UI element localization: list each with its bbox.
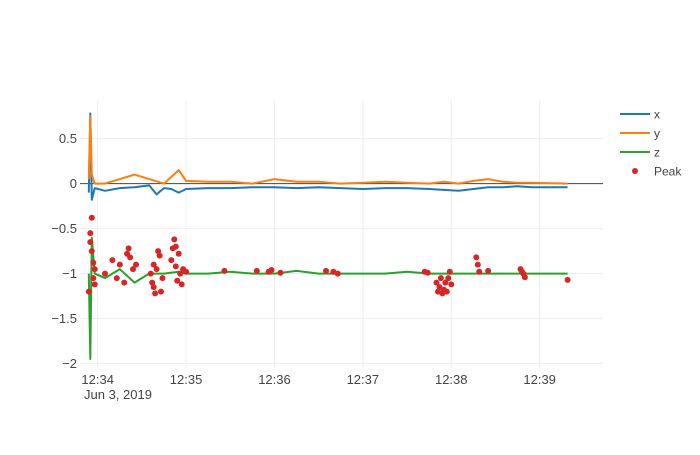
peak-point xyxy=(334,270,341,277)
peak-point xyxy=(474,261,481,268)
x-tick-labels: 12:34 12:35 12:36 12:37 12:38 12:39 xyxy=(81,372,556,387)
peak-layer xyxy=(85,214,571,297)
peak-point xyxy=(485,267,492,274)
peak-point xyxy=(127,254,134,261)
peak-point xyxy=(277,269,284,276)
peak-point xyxy=(268,267,275,273)
peak-point xyxy=(85,288,92,295)
peak-point xyxy=(91,281,98,288)
y-tick-label: 0.5 xyxy=(59,131,77,146)
peak-point xyxy=(253,267,260,274)
legend-label-z: z xyxy=(654,146,660,160)
y-tick-label: −1.5 xyxy=(51,311,77,326)
grid-layer xyxy=(80,100,603,368)
peak-point xyxy=(437,275,444,282)
peak-point xyxy=(150,284,157,291)
peak-point xyxy=(158,288,164,295)
peak-point xyxy=(442,279,449,286)
peak-point xyxy=(147,270,154,277)
peak-point xyxy=(90,259,97,266)
peak-point xyxy=(88,248,95,255)
peak-point xyxy=(445,275,452,282)
peak-point xyxy=(116,261,123,268)
peak-point xyxy=(473,254,480,261)
series-line-y xyxy=(87,115,568,185)
peak-point xyxy=(476,268,483,275)
peak-point xyxy=(323,267,329,274)
peak-point xyxy=(521,274,528,281)
peak-point xyxy=(564,276,571,283)
peak-point xyxy=(183,268,190,275)
legend: xyz Peak xyxy=(620,108,682,179)
peak-point xyxy=(152,290,159,297)
peak-point xyxy=(172,263,179,270)
peak-point xyxy=(130,266,136,273)
peak-point xyxy=(150,261,157,268)
peak-point xyxy=(178,281,185,288)
peak-point xyxy=(443,288,450,295)
legend-label-x: x xyxy=(654,108,660,122)
peak-point xyxy=(109,257,116,264)
peak-point xyxy=(433,279,440,286)
peak-point xyxy=(87,230,94,237)
peak-point xyxy=(88,214,95,221)
peak-point xyxy=(168,257,175,264)
peak-point xyxy=(91,266,98,273)
peak-point xyxy=(102,270,108,277)
peak-point xyxy=(90,275,97,282)
peak-point xyxy=(436,284,443,291)
peak-point xyxy=(87,239,94,246)
peak-point xyxy=(424,269,431,276)
peak-point xyxy=(156,252,163,259)
peak-point xyxy=(113,275,120,282)
y-tick-label: −0.5 xyxy=(51,221,77,236)
legend-label-peak: Peak xyxy=(654,165,682,179)
peak-point xyxy=(175,250,182,257)
y-tick-label: 0 xyxy=(70,176,77,191)
peak-point xyxy=(125,245,132,252)
legend-label-y: y xyxy=(654,127,660,141)
x-tick-label: 12:37 xyxy=(347,372,380,387)
series-line-x xyxy=(87,112,568,201)
x-tick-label: 12:36 xyxy=(258,372,291,387)
peak-point xyxy=(159,275,166,282)
peak-point xyxy=(121,279,128,286)
peak-point xyxy=(446,268,453,275)
y-tick-label: −1 xyxy=(62,266,77,281)
peak-point xyxy=(448,281,455,288)
x-tick-label: 12:34 xyxy=(81,372,114,387)
peak-point xyxy=(221,267,228,274)
peak-point xyxy=(153,266,160,273)
y-tick-label: −2 xyxy=(62,356,77,371)
x-date-label: Jun 3, 2019 xyxy=(84,387,152,402)
peak-point xyxy=(174,277,181,284)
x-tick-label: 12:35 xyxy=(170,372,203,387)
peak-point xyxy=(133,261,139,268)
peak-point xyxy=(171,236,178,243)
x-tick-label: 12:38 xyxy=(435,372,468,387)
series-line-z xyxy=(87,236,568,360)
legend-swatch-peak xyxy=(632,168,638,174)
series-layer xyxy=(87,112,568,360)
peak-point xyxy=(177,270,184,277)
y-tick-labels: 0.5 0 −0.5 −1 −1.5 −2 xyxy=(51,131,77,371)
peak-point xyxy=(172,243,179,250)
x-tick-label: 12:39 xyxy=(523,372,556,387)
